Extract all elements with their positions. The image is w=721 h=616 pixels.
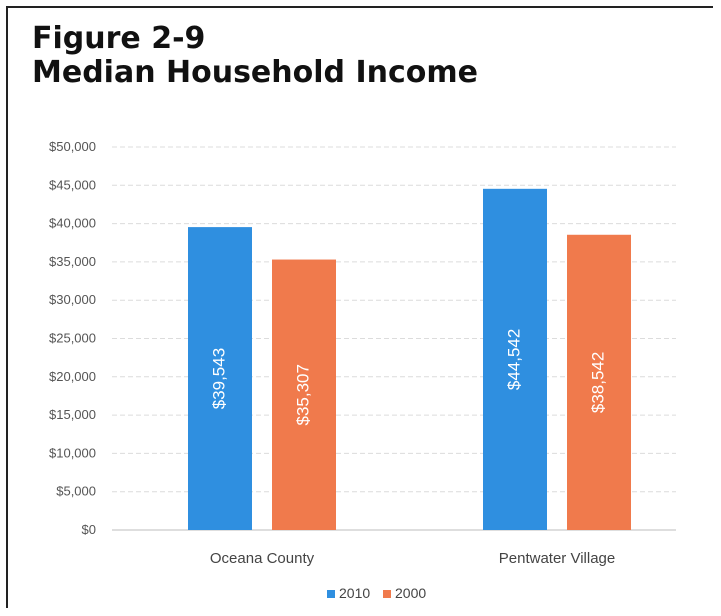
data-label: $39,543: [209, 348, 228, 409]
legend-swatch: [327, 590, 335, 598]
y-tick-label: $50,000: [49, 139, 96, 154]
legend-label: 2010: [339, 585, 370, 601]
legend-swatch: [383, 590, 391, 598]
y-tick-label: $0: [82, 522, 96, 537]
y-tick-label: $30,000: [49, 292, 96, 307]
y-tick-label: $5,000: [56, 484, 96, 499]
category-label: Oceana County: [210, 550, 315, 567]
figure-caption: Median Household Income: [32, 55, 478, 90]
bar: [567, 234, 631, 530]
data-label: $35,307: [293, 364, 312, 425]
y-tick-label: $20,000: [49, 369, 96, 384]
data-label: $44,542: [504, 329, 523, 390]
y-tick-label: $25,000: [49, 331, 96, 346]
data-label: $38,542: [588, 352, 607, 413]
y-tick-label: $40,000: [49, 216, 96, 231]
bar: [188, 227, 252, 530]
bar: [272, 259, 336, 530]
bar: [483, 188, 547, 530]
chart-frame: [6, 6, 713, 608]
y-tick-label: $10,000: [49, 445, 96, 460]
chart-title: Figure 2-9 Median Household Income: [32, 22, 478, 90]
y-tick-label: $15,000: [49, 407, 96, 422]
figure-number: Figure 2-9: [32, 21, 206, 56]
legend-label: 2000: [395, 585, 426, 601]
category-label: Pentwater Village: [499, 550, 615, 567]
y-tick-label: $45,000: [49, 177, 96, 192]
y-tick-label: $35,000: [49, 254, 96, 269]
